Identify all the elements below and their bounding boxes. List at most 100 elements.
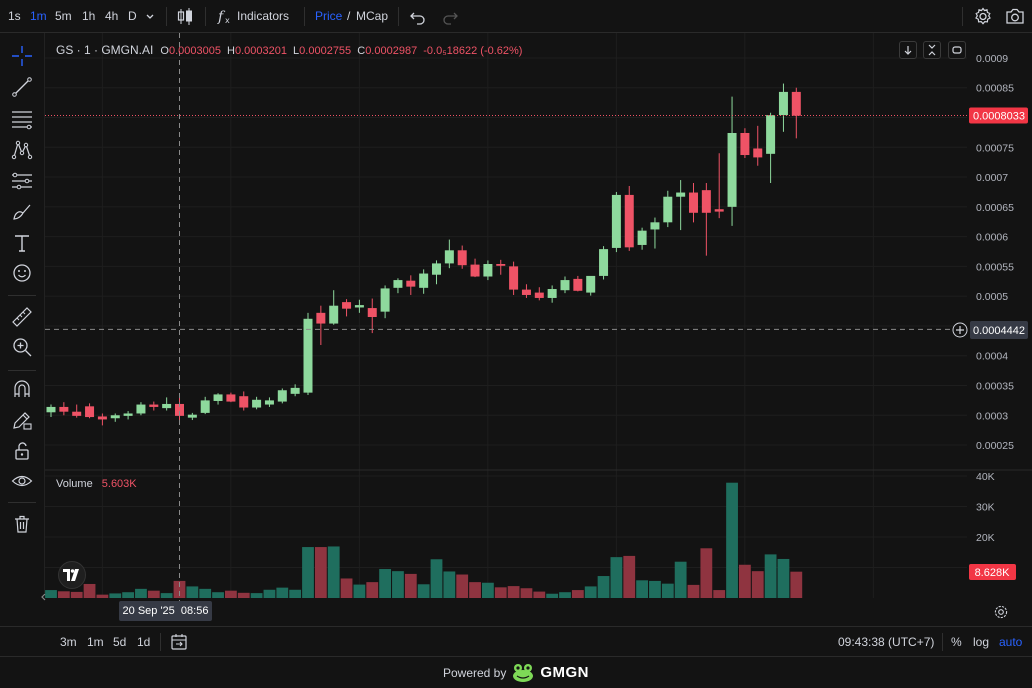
crosshair-tool[interactable] [8, 42, 36, 70]
candle-body [123, 413, 133, 416]
fib-tool[interactable] [8, 167, 36, 195]
indicators-button[interactable]: Indicators [237, 9, 290, 23]
tradingview-logo-icon [63, 569, 79, 581]
candle-body [650, 222, 660, 230]
volume-bar [661, 583, 674, 598]
price-tick-label: 0.0003 [976, 410, 1008, 422]
candle-body [419, 273, 429, 288]
volume-tick-label: 30K [976, 502, 995, 514]
volume-bar [777, 558, 790, 598]
interval-dropdown[interactable] [144, 0, 158, 33]
candles [46, 83, 801, 426]
high-value: 0.0003201 [234, 45, 287, 57]
price-tick-label: 0.00085 [976, 83, 1014, 95]
emoji-tool[interactable] [8, 259, 36, 287]
chart-area[interactable]: 0.00090.000850.00080.000750.00070.000650… [41, 33, 1032, 621]
range-1d[interactable]: 1d [137, 635, 151, 649]
redo-button[interactable] [441, 0, 459, 33]
price-toggle[interactable]: Price [315, 9, 343, 23]
candle-body [226, 394, 236, 402]
fib-retracement-icon [12, 172, 32, 190]
horizontal-lines-tool[interactable] [8, 105, 36, 133]
pane-collapse-button[interactable] [923, 41, 941, 59]
candle-body [406, 280, 416, 287]
symbol-title[interactable]: GS · 1 · GMGN.AI [56, 43, 154, 57]
log-toggle[interactable]: log [973, 635, 990, 649]
range-1m[interactable]: 1m [87, 635, 104, 649]
crosshair-price-marker[interactable]: 0.0004442 [952, 321, 1028, 339]
range-3m[interactable]: 3m [60, 635, 77, 649]
chevron-down-icon [146, 14, 154, 19]
tradingview-logo[interactable] [58, 561, 86, 589]
volume-bar [790, 571, 803, 598]
candle-body [162, 403, 172, 409]
low-value: 0.0002755 [299, 45, 352, 57]
volume-bar [45, 590, 57, 598]
candle-body [97, 416, 107, 420]
gear-icon [994, 605, 1008, 619]
price-chart[interactable]: 0.00090.000850.00080.000750.00070.000650… [45, 33, 1032, 603]
axis-settings-button[interactable] [993, 604, 1009, 620]
undo-button[interactable] [409, 0, 427, 33]
volume-bar [212, 592, 224, 598]
lock-tool[interactable] [8, 437, 36, 465]
pane-move-down-button[interactable] [899, 41, 917, 59]
range-5d[interactable]: 5d [113, 635, 127, 649]
settings-button[interactable] [973, 0, 993, 33]
candle-body [689, 192, 698, 213]
zoom-in-icon [13, 338, 32, 357]
interval-1m[interactable]: 1m [30, 9, 47, 23]
brush-icon [13, 204, 31, 220]
volume-bar [237, 592, 250, 598]
toggle-separator: / [347, 9, 351, 23]
candle-body [354, 305, 364, 308]
volume-bar [173, 580, 186, 598]
candle-body [239, 396, 249, 408]
pattern-tool[interactable] [8, 136, 36, 164]
mcap-toggle[interactable]: MCap [356, 9, 389, 23]
clock-label[interactable]: 09:43:38 (UTC+7) [838, 635, 935, 649]
text-tool[interactable] [8, 229, 36, 257]
volume-bar [456, 574, 469, 598]
percent-toggle[interactable]: % [951, 635, 962, 649]
chart-type-button[interactable] [176, 0, 194, 33]
brush-tool[interactable] [8, 198, 36, 226]
price-tick-label: 0.00065 [976, 202, 1014, 214]
ruler-tool[interactable] [8, 303, 36, 331]
trendline-tool[interactable] [8, 73, 36, 101]
candle-body [521, 289, 531, 295]
candle-body [380, 288, 390, 312]
open-value: 0.0003005 [168, 45, 221, 57]
pane-maximize-button[interactable] [948, 41, 966, 59]
price-tick-label: 0.0007 [976, 172, 1008, 184]
volume-label[interactable]: Volume [56, 478, 93, 490]
candle-body [509, 266, 519, 290]
scroll-left-button[interactable] [39, 590, 49, 604]
interval-1h[interactable]: 1h [82, 9, 96, 23]
interval-4h[interactable]: 4h [105, 9, 119, 23]
open-label: O [160, 45, 169, 57]
price-tick-label: 0.00075 [976, 142, 1014, 154]
interval-d[interactable]: D [128, 9, 137, 23]
date-range-button[interactable] [170, 627, 188, 657]
magnet-tool[interactable] [8, 375, 36, 403]
volume-bar [314, 547, 327, 598]
volume-bar [507, 586, 520, 598]
change-value: -0.0₅18622 (-0.62%) [423, 45, 523, 57]
candle-body [175, 403, 184, 416]
crosshair-icon [12, 46, 32, 66]
stay-drawing-tool[interactable] [8, 406, 36, 434]
candlestick-icon [177, 8, 192, 25]
zoom-tool[interactable] [8, 333, 36, 361]
interval-5m[interactable]: 5m [55, 9, 72, 23]
candle-body [470, 264, 480, 277]
visibility-tool[interactable] [8, 467, 36, 495]
interval-1s[interactable]: 1s [8, 9, 21, 23]
remove-drawings-tool[interactable] [8, 510, 36, 538]
volume-bar [122, 592, 134, 598]
screenshot-button[interactable] [1004, 0, 1026, 33]
close-value: 0.0002987 [365, 45, 418, 57]
auto-toggle[interactable]: auto [999, 635, 1023, 649]
volume-bar [302, 547, 314, 598]
